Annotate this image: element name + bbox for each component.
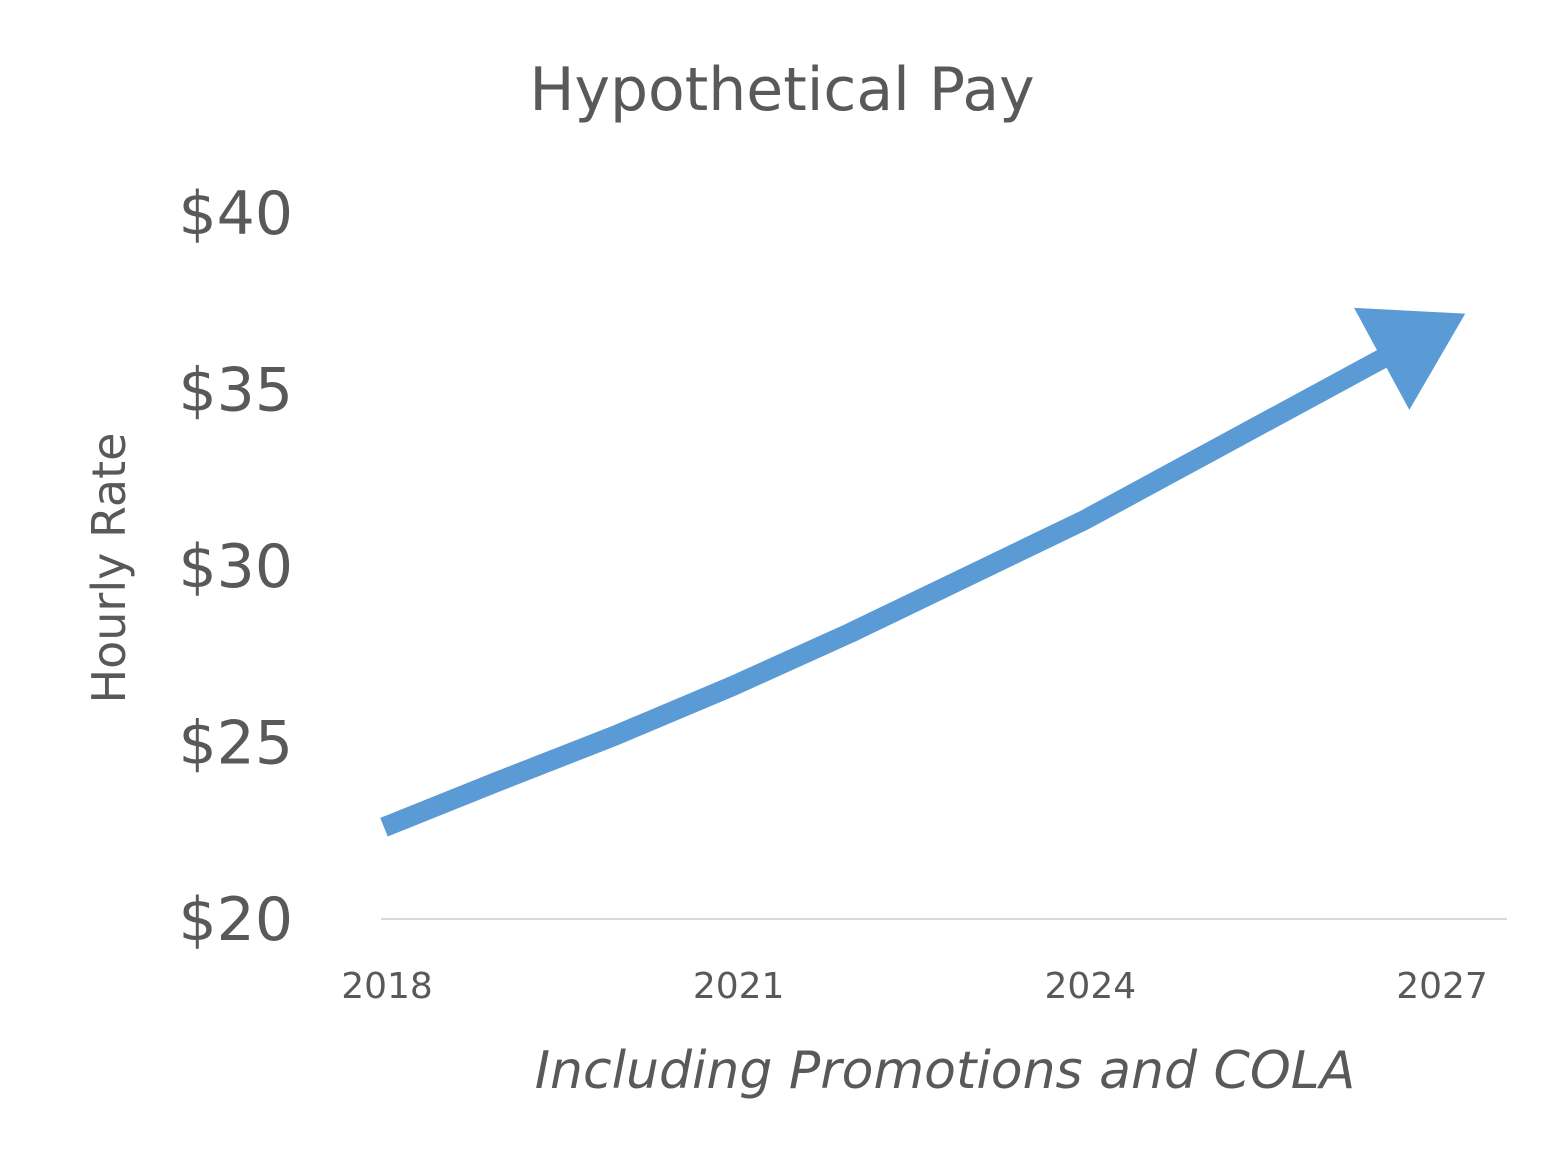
chart-title: Hypothetical Pay: [529, 55, 1034, 125]
y-axis-label: Hourly Rate: [82, 433, 136, 704]
y-tick-label: $40: [178, 179, 293, 249]
x-axis-label: Including Promotions and COLA: [535, 1041, 1356, 1101]
series-line: [380, 345, 1396, 837]
series-layer: [380, 307, 1466, 837]
y-axis-ticks: $20 $25 $30 $35 $40: [178, 179, 293, 955]
x-axis-ticks: 2018 2021 2024 2027: [341, 966, 1488, 1007]
arrow-head: [1354, 307, 1466, 410]
x-tick-label: 2021: [693, 966, 785, 1007]
y-tick-label: $20: [178, 885, 293, 955]
x-tick-label: 2018: [341, 966, 433, 1007]
x-tick-label: 2024: [1045, 966, 1137, 1007]
x-tick-label: 2027: [1396, 966, 1488, 1007]
y-tick-label: $35: [178, 356, 293, 426]
y-tick-label: $30: [178, 532, 293, 602]
y-tick-label: $25: [178, 709, 293, 779]
